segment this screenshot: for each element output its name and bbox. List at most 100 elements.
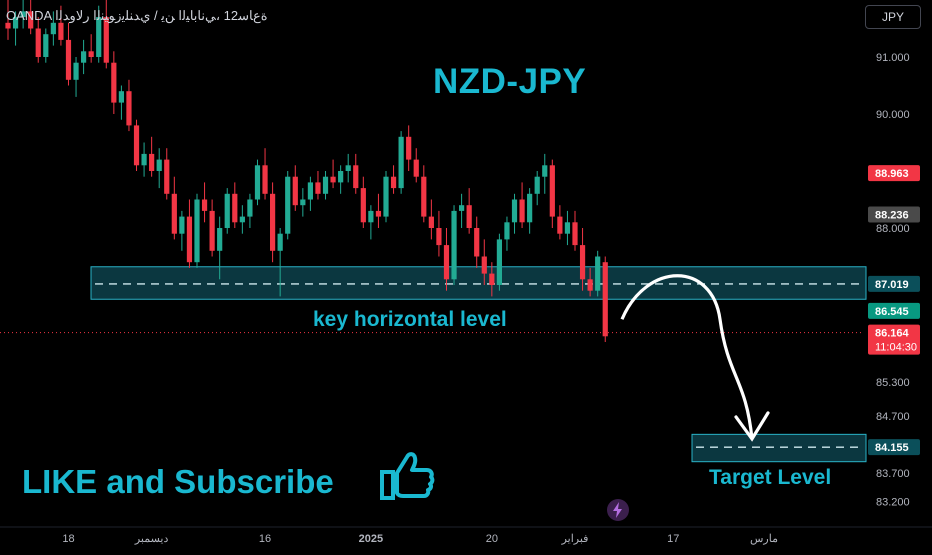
candle-body — [12, 17, 19, 29]
projection-arrowhead — [734, 411, 770, 442]
candle — [141, 142, 147, 177]
candle-body — [194, 199, 200, 263]
candle-body — [413, 159, 419, 177]
candle-body — [572, 222, 578, 246]
price-tag: 86.164 11:04:30 — [868, 324, 920, 355]
candle-body — [527, 193, 533, 223]
candle — [239, 205, 245, 234]
x-tick-label: 16 — [259, 533, 271, 545]
candle-body — [28, 11, 34, 29]
candle-body — [474, 228, 480, 257]
candle-body — [254, 165, 261, 200]
candle-body — [96, 17, 102, 58]
lightning-replay-icon[interactable] — [606, 498, 630, 522]
candle — [406, 125, 412, 171]
candle-body — [277, 233, 283, 251]
price-tag-bg — [868, 165, 920, 182]
candle — [20, 0, 26, 29]
y-tick-label: 85.300 — [876, 377, 910, 389]
candle — [428, 199, 434, 240]
y-tick-label: 91.000 — [876, 52, 910, 64]
candle — [186, 199, 193, 268]
candle — [277, 228, 283, 297]
y-tick-label: 88.000 — [876, 223, 910, 235]
candle — [285, 171, 291, 240]
candle — [217, 216, 223, 280]
candle — [164, 148, 170, 200]
candle — [421, 165, 427, 223]
y-tick-label: 83.700 — [876, 468, 910, 480]
candle-body — [383, 176, 389, 217]
candle-body — [360, 188, 366, 223]
candle-body — [322, 176, 329, 194]
price-tag: 88.236 — [868, 206, 920, 223]
candle-body — [292, 176, 298, 206]
candle — [270, 182, 276, 263]
candle — [201, 182, 208, 223]
zone-box-1 — [691, 433, 867, 463]
chart-title: OANDA ﺓﻉﺎﺳ12 ،ﻲﻧﺎﺑﺎﻴﻟﺍ ﻦﻳ / ﻱﺪﻨﻠﻳﺯﻮﻴﻨﻟﺍ … — [6, 8, 268, 24]
price-axis: 91.000 90.000 88.000 85.300 84.700 83.700 83.2… — [876, 52, 910, 509]
candle-body — [164, 159, 170, 194]
candle-body — [428, 216, 434, 228]
candle-body — [398, 136, 404, 189]
x-tick-label: 20 — [486, 533, 498, 545]
candle — [232, 182, 238, 228]
candle-body — [285, 176, 291, 234]
candle-body — [504, 222, 510, 240]
candle-body — [315, 182, 321, 194]
candle-body — [564, 222, 571, 234]
candle — [436, 210, 442, 257]
broker-label: OANDA — [6, 8, 52, 23]
candle-body — [602, 262, 608, 337]
candle-body — [81, 51, 87, 63]
candle-body — [73, 62, 79, 80]
zone-box-0 — [90, 266, 867, 300]
y-tick-label: 90.000 — [876, 109, 910, 121]
price-countdown: 11:04:30 — [875, 342, 917, 354]
candle — [481, 239, 487, 285]
candle-body — [20, 11, 26, 18]
candle — [111, 51, 117, 114]
candle — [451, 205, 457, 285]
x-tick-label: مارس — [750, 533, 778, 545]
currency-button[interactable]: JPY — [865, 5, 921, 29]
candle — [383, 171, 389, 223]
candle-body — [5, 22, 11, 29]
candle — [194, 193, 200, 268]
candle — [247, 193, 253, 228]
y-tick-label: 83.200 — [876, 497, 910, 509]
candle — [73, 57, 79, 97]
candle-body — [186, 216, 193, 263]
candle — [179, 210, 185, 251]
candle-body — [368, 210, 374, 223]
candle — [126, 79, 132, 132]
candle — [88, 34, 94, 63]
candle-body — [141, 153, 147, 166]
candle — [489, 262, 495, 297]
candle — [564, 210, 571, 246]
candle — [65, 22, 72, 86]
candle — [587, 267, 593, 297]
price-tag-bg — [868, 206, 920, 223]
candle-body — [126, 91, 132, 126]
price-tags: 88.963 88.236 87.019 86.545 86.164 11:04:30 84… — [868, 165, 920, 456]
y-tick-label: 84.700 — [876, 411, 910, 423]
candle — [307, 176, 313, 211]
candle — [330, 159, 336, 189]
candle — [133, 119, 140, 171]
projection-layer — [620, 274, 770, 442]
candle-body — [353, 165, 359, 189]
candle — [527, 188, 533, 234]
candle-body — [459, 205, 465, 211]
candle — [81, 39, 87, 75]
candle-body — [217, 228, 223, 251]
candle — [542, 153, 548, 194]
candle-body — [519, 199, 525, 223]
candle-body — [587, 279, 593, 291]
candle-body — [103, 17, 109, 63]
candle-body — [390, 176, 397, 189]
candle — [171, 176, 177, 240]
